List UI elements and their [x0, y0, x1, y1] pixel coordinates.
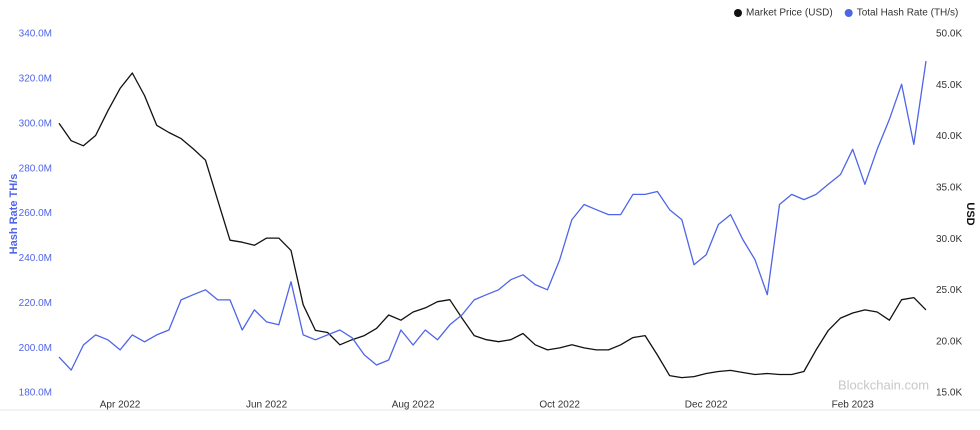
- y2-axis-title: USD: [964, 202, 976, 225]
- y2-tick-label: 45.0K: [936, 80, 962, 91]
- x-tick-label: Apr 2022: [100, 400, 141, 411]
- legend-swatch: [844, 9, 853, 17]
- x-tick-label: Feb 2023: [832, 400, 875, 411]
- legend-label: Market Price (USD): [746, 8, 833, 19]
- legend-label: Total Hash Rate (TH/s): [857, 8, 959, 19]
- y2-tick-label: 30.0K: [936, 234, 962, 245]
- y-tick-label: 180.0M: [19, 388, 52, 399]
- series-line: [58, 72, 927, 379]
- y2-tick-label: 25.0K: [936, 285, 962, 296]
- y-tick-label: 300.0M: [19, 118, 52, 129]
- y2-tick-label: 50.0K: [936, 29, 962, 40]
- legend-swatch: [734, 9, 742, 17]
- y-tick-label: 340.0M: [19, 29, 52, 40]
- series-line: [58, 61, 927, 371]
- x-tick-label: Dec 2022: [685, 400, 728, 411]
- x-tick-label: Aug 2022: [392, 400, 435, 411]
- x-tick-label: Jun 2022: [246, 400, 288, 411]
- y-tick-label: 200.0M: [19, 343, 52, 354]
- x-tick-label: Oct 2022: [539, 400, 580, 411]
- y-tick-label: 220.0M: [19, 298, 52, 309]
- y-tick-label: 280.0M: [19, 163, 52, 174]
- watermark: Blockchain.com: [838, 377, 929, 392]
- y2-tick-label: 20.0K: [936, 336, 962, 347]
- y-tick-label: 240.0M: [19, 253, 52, 264]
- y2-tick-label: 35.0K: [936, 182, 962, 193]
- y-axis-title: Hash Rate TH/s: [8, 174, 20, 255]
- y-tick-label: 260.0M: [19, 208, 52, 219]
- y2-tick-label: 15.0K: [936, 388, 962, 399]
- y-tick-label: 320.0M: [19, 74, 52, 85]
- y2-tick-label: 40.0K: [936, 131, 962, 142]
